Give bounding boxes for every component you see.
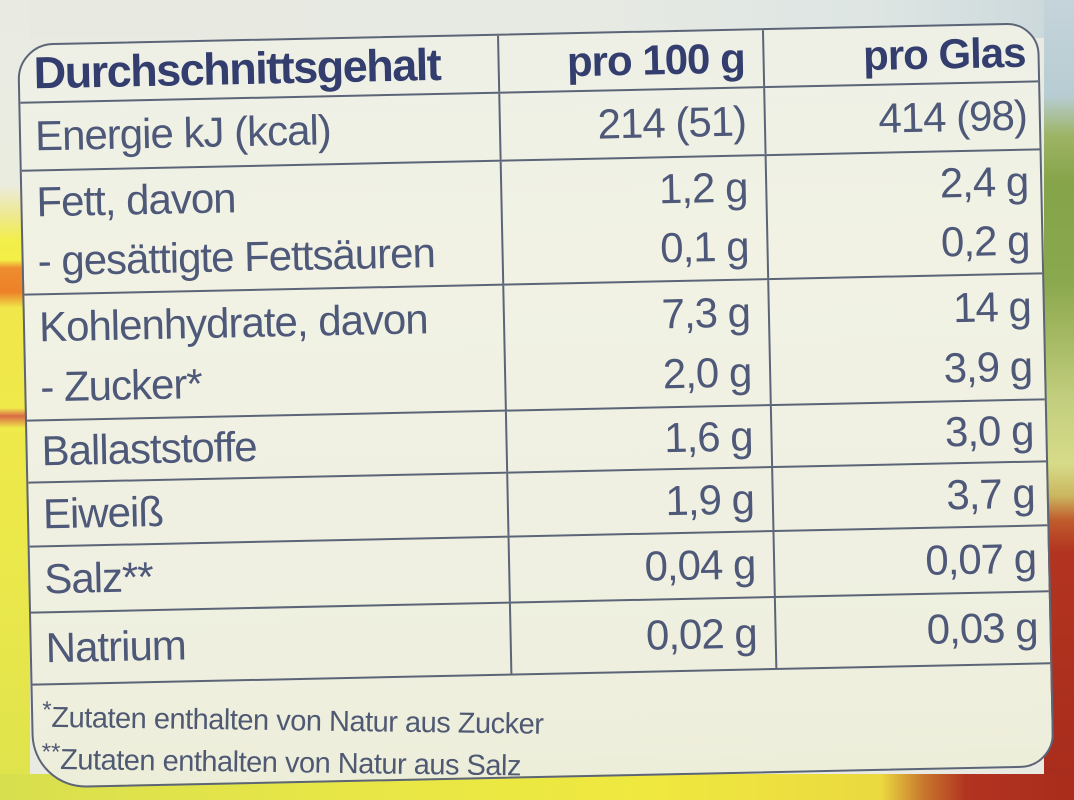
footnote-marker: * [42,696,52,724]
per-glas-value: 3,9 g [943,342,1033,392]
per-100g-value-group: 1,2 g 0,1 g [500,156,768,284]
row-kohlenhydrate: Kohlenhydrate, davon - Zucker* 7,3 g 2,0… [24,274,1045,422]
per-glas-value-group: 2,4 g 0,2 g [764,150,1043,279]
nutrient-label: Ballaststoffe [41,422,258,475]
per-100g-value: 1,9 g [506,468,773,536]
per-glas-value: 3,7 g [771,462,1048,531]
nutrient-label-group: Fett, davon - gesättigte Fettsäuren [22,162,503,294]
per-glas-value: 0,2 g [940,217,1030,266]
header-per-glas-column: pro Glas [762,24,1039,87]
nutrient-label-group: Kohlenhydrate, davon - Zucker* [24,286,505,420]
nutrition-table: Durchschnittsgehalt pro 100 g pro Glas E… [19,24,1051,686]
per-100g-value: 1,2 g [658,163,748,213]
row-fett: Fett, davon - gesättigte Fettsäuren 1,2 … [21,150,1043,296]
footnote-marker: ** [41,738,61,766]
nutrient-label: Energie kJ (kcal) [34,106,332,160]
per-100g-value: 0,02 g [509,598,776,674]
per-100g-value: 2,0 g [662,348,752,398]
nutrient-label: Eiweiß [42,487,164,538]
header-nutrient-column: Durchschnittsgehalt [33,39,441,99]
nutrient-label: Natrium [45,621,187,672]
per-glas-value: 14 g [952,282,1032,332]
per-glas-value-group: 14 g 3,9 g [767,274,1045,405]
nutrient-sublabel: - gesättigte Fettsäuren [37,229,436,285]
nutrient-label: Fett, davon [35,174,236,226]
nutrient-label: Kohlenhydrate, davon [38,295,429,351]
per-100g-value: 0,04 g [507,532,774,602]
nutrition-label-panel: Durchschnittsgehalt pro 100 g pro Glas E… [17,22,1055,789]
nutrient-sublabel: - Zucker* [39,359,203,411]
nutrient-label: Salz** [43,553,154,603]
header-per-100g-column: pro 100 g [497,30,764,92]
per-glas-value: 0,07 g [772,526,1049,597]
per-glas-value: 3,0 g [769,400,1047,467]
per-100g-value: 0,1 g [659,222,750,272]
footnote-text: Zutaten enthalten von Natur aus Zucker [51,701,544,741]
per-100g-value: 7,3 g [661,288,751,338]
per-glas-value: 0,03 g [773,592,1051,669]
per-100g-value: 1,6 g [505,406,772,472]
per-glas-value: 2,4 g [939,158,1029,207]
per-100g-value: 214 (51) [498,88,765,160]
per-glas-value: 414 (98) [763,82,1040,155]
footnote-text: Zutaten enthalten von Natur aus Salz [59,743,522,783]
per-100g-value-group: 7,3 g 2,0 g [502,280,770,410]
